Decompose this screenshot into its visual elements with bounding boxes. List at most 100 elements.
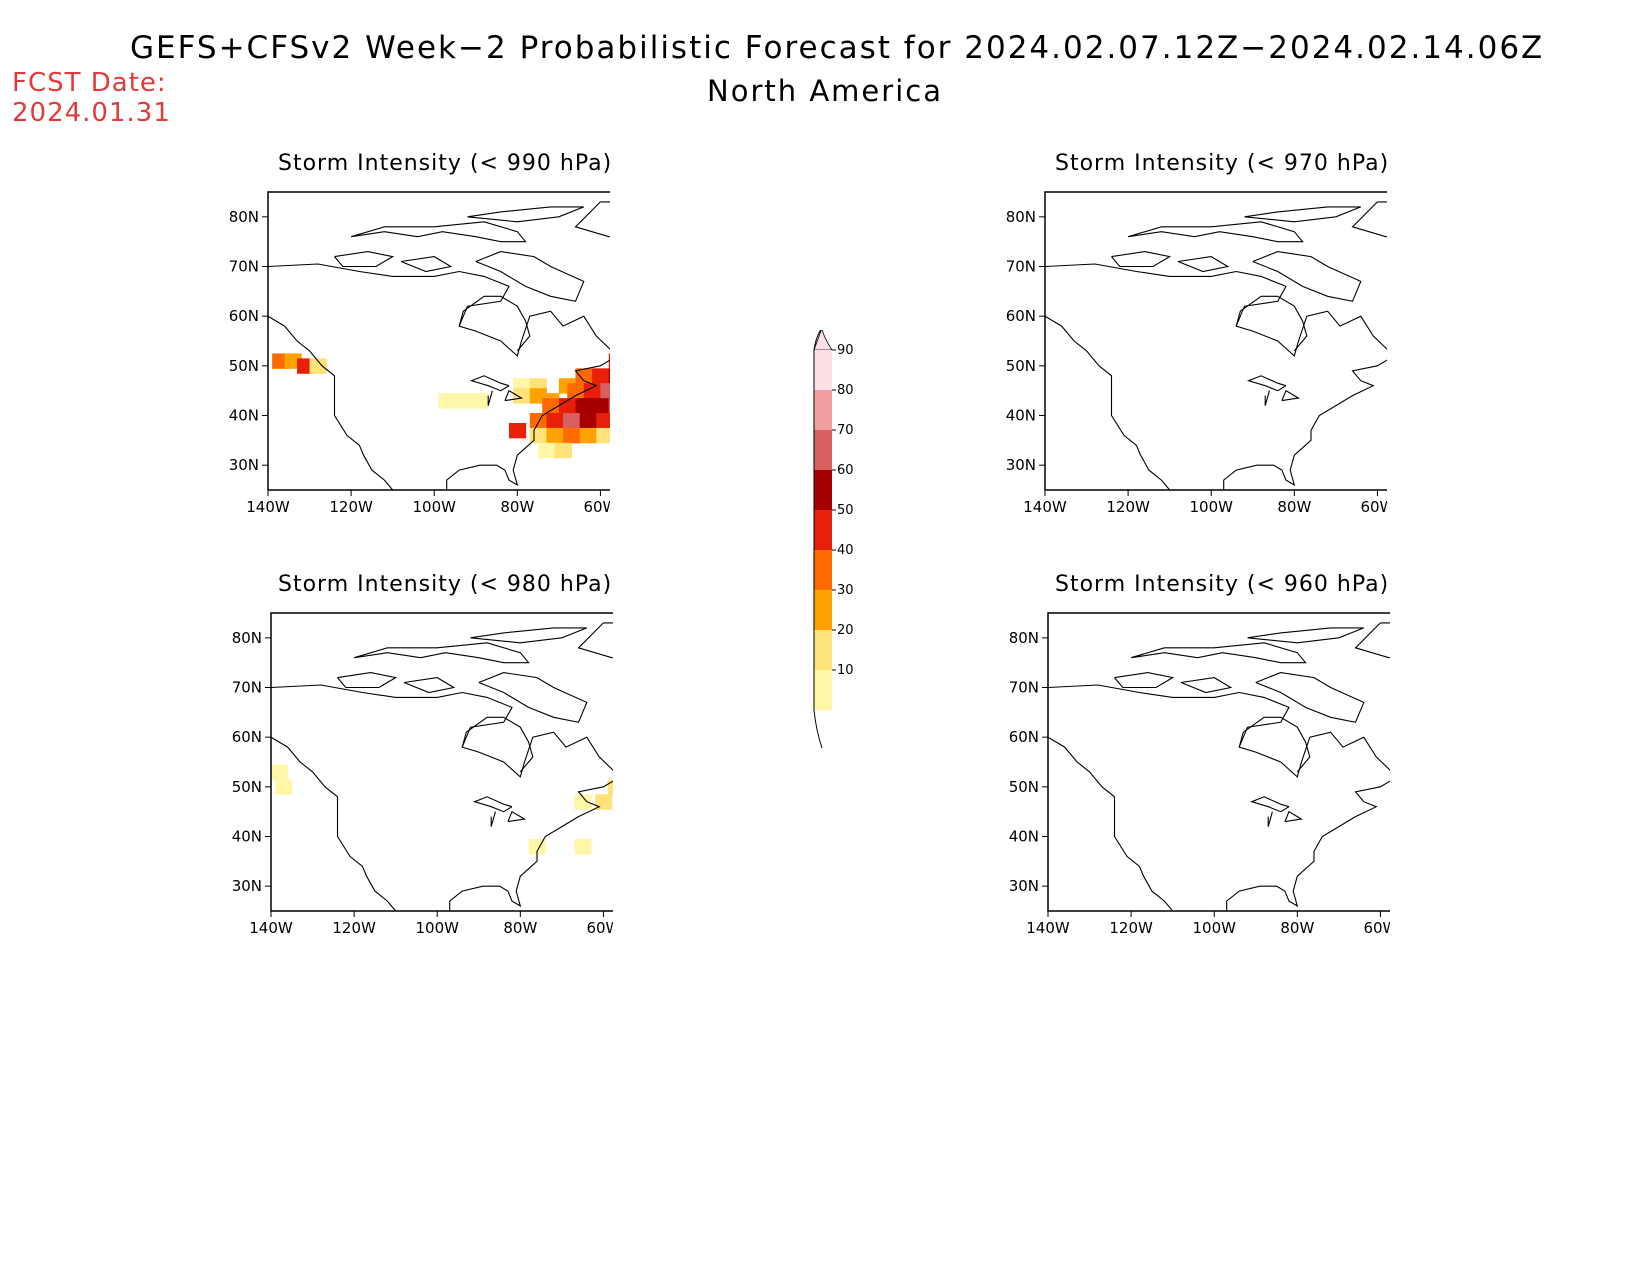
lon-tick-label: 80W <box>503 919 537 937</box>
lat-tick-label: 40N <box>1006 407 1036 425</box>
coastline-east <box>268 263 610 490</box>
probability-cell <box>579 413 597 429</box>
probability-cell <box>575 398 593 414</box>
map-panel-970: 80N 70N 60N 50N 40N 30N 140W 120W 100W 80W 60W <box>987 190 1387 520</box>
probability-cell <box>563 427 581 444</box>
probability-cell <box>596 427 610 444</box>
lon-tick-label: 140W <box>1026 919 1070 937</box>
map-frame <box>270 612 613 912</box>
island-outline <box>1351 201 1387 238</box>
probability-cell <box>583 383 601 399</box>
map-svg: 80N 70N 60N 50N 40N 30N 140W 120W 100W 80W 60W <box>1009 612 1390 937</box>
lat-tick-label: 60N <box>229 307 259 325</box>
probability-cell <box>455 393 473 409</box>
coastline-east <box>1045 263 1387 490</box>
colorbar-label: 80 <box>837 383 854 398</box>
island-outline <box>1177 256 1230 273</box>
probability-cell <box>595 794 613 810</box>
lat-tick-label: 60N <box>232 728 262 746</box>
island-outline <box>1267 811 1273 827</box>
island-outline <box>334 251 395 268</box>
panel-title-960: Storm Intensity (< 960 hPa) <box>1055 572 1390 597</box>
probability-cell <box>554 442 572 459</box>
probability-cell <box>546 427 564 444</box>
coastline-west <box>1048 736 1174 911</box>
colorbar-top-extension <box>813 327 833 351</box>
lat-tick-label: 50N <box>232 778 262 796</box>
coastline-west <box>268 315 394 490</box>
lat-tick-label: 30N <box>232 877 262 895</box>
map-background <box>271 613 613 911</box>
island-outline <box>1127 221 1304 243</box>
island-outline <box>490 811 496 827</box>
colorbar-segment <box>814 510 832 550</box>
island-outline <box>1180 677 1233 694</box>
lon-tick-label: 120W <box>329 498 373 516</box>
island-outline <box>1247 627 1365 644</box>
probability-cell <box>592 368 610 384</box>
lon-tick-label: 80W <box>1277 498 1311 516</box>
forecast-date-value: 2024.01.31 <box>12 98 171 128</box>
colorbar-label: 20 <box>837 623 854 638</box>
island-outline <box>475 251 585 302</box>
probability-cell <box>529 427 547 444</box>
lat-tick-label: 70N <box>1009 679 1039 697</box>
hudson-bay-coast <box>1235 295 1308 352</box>
probability-cell <box>275 779 293 795</box>
lon-tick-label: 140W <box>246 498 290 516</box>
page-subtitle: North America <box>707 74 943 108</box>
probability-shading <box>271 764 613 855</box>
lat-tick-label: 80N <box>229 208 259 226</box>
lon-tick-label: 140W <box>249 919 293 937</box>
map-background <box>1048 613 1390 911</box>
map-frame <box>267 191 610 491</box>
page-title: GEFS+CFSv2 Week−2 Probabilistic Forecast… <box>130 30 1545 66</box>
coastline-east <box>1048 684 1390 911</box>
lat-tick-label: 30N <box>1009 877 1039 895</box>
island-outline <box>1114 672 1175 689</box>
colorbar-label: 60 <box>837 463 854 478</box>
colorbar-svg: 10 20 30 40 50 60 70 80 90 <box>813 327 854 749</box>
colorbar-label: 30 <box>837 583 854 598</box>
lon-tick-label: 60W <box>583 498 610 516</box>
lon-tick-label: 100W <box>415 919 459 937</box>
panel-title-990: Storm Intensity (< 990 hPa) <box>278 151 613 176</box>
coastline-west <box>1045 315 1171 490</box>
map-svg: 80N 70N 60N 50N 40N 30N 140W 120W 100W 80W 60W <box>1006 191 1387 516</box>
lon-tick-label: 100W <box>412 498 456 516</box>
lat-tick-label: 70N <box>232 679 262 697</box>
island-outline <box>1281 389 1301 402</box>
probability-cell <box>509 422 527 439</box>
island-outline <box>469 375 510 392</box>
island-outline <box>337 672 398 689</box>
island-outline <box>467 206 585 223</box>
lon-tick-label: 120W <box>332 919 376 937</box>
island-outline <box>1264 390 1270 406</box>
island-outline <box>403 677 456 694</box>
probability-cell <box>563 413 581 429</box>
probability-cell <box>574 838 592 855</box>
colorbar-top-edge <box>813 327 823 351</box>
colorbar-segment <box>814 630 832 670</box>
hudson-bay-coast <box>458 295 531 352</box>
map-svg: 80N 70N 60N 50N 40N 30N 140W 120W 100W 80W 60W <box>229 191 610 516</box>
lat-tick-label: 80N <box>1009 629 1039 647</box>
lat-tick-label: 40N <box>229 407 259 425</box>
map-frame <box>1044 191 1387 491</box>
lon-tick-label: 140W <box>1023 498 1067 516</box>
probability-cell <box>575 368 593 384</box>
lat-tick-label: 70N <box>229 258 259 276</box>
colorbar-label: 10 <box>837 663 854 678</box>
lat-tick-label: 60N <box>1009 728 1039 746</box>
colorbar-segment <box>814 590 832 630</box>
probability-cell <box>538 442 556 459</box>
island-outline <box>1252 251 1362 302</box>
coastline-east <box>271 684 613 911</box>
lat-tick-label: 50N <box>1009 778 1039 796</box>
coastline-west <box>271 736 397 911</box>
lon-tick-label: 80W <box>500 498 534 516</box>
island-outline <box>1130 642 1307 664</box>
lon-tick-label: 60W <box>1360 498 1387 516</box>
probability-cell <box>608 398 610 414</box>
probability-cell <box>596 413 610 429</box>
